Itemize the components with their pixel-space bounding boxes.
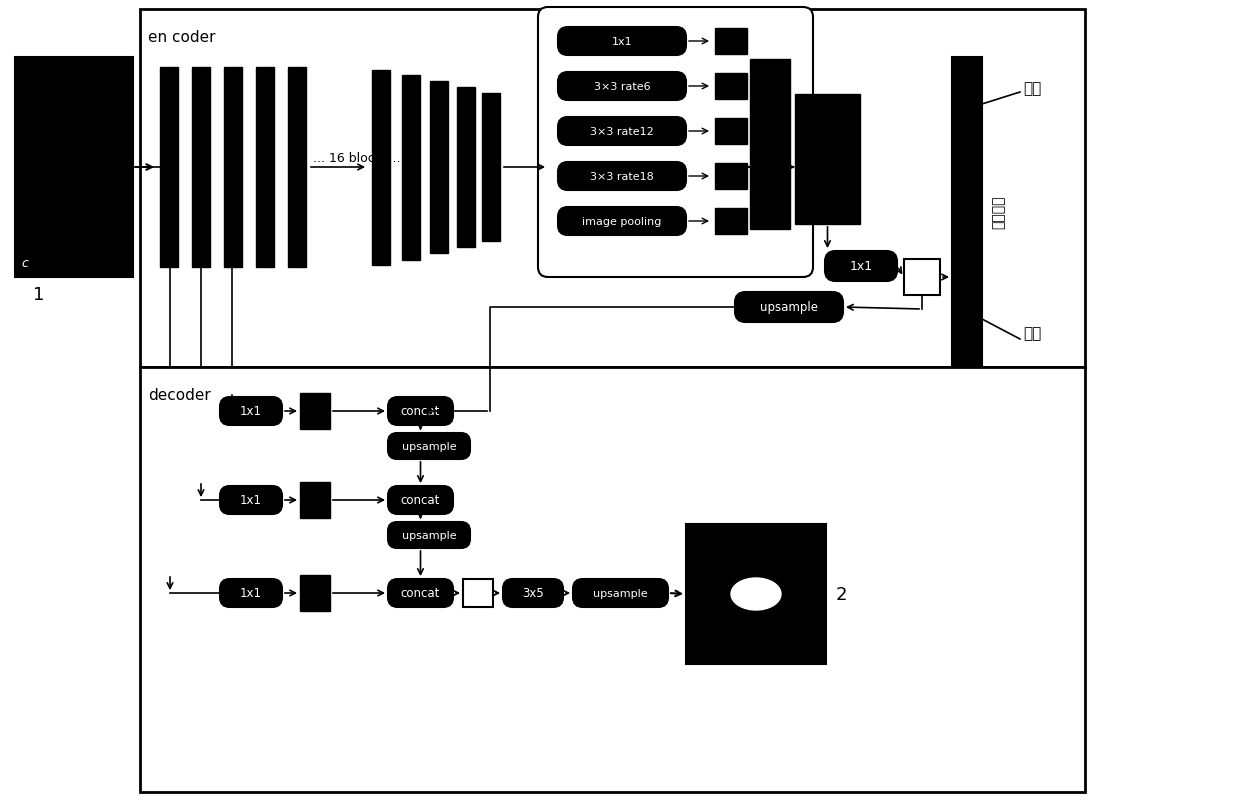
Text: ... 16 blocks ...: ... 16 blocks ... bbox=[313, 152, 404, 164]
FancyBboxPatch shape bbox=[503, 579, 563, 607]
Bar bbox=[430, 82, 449, 253]
Text: 1x1: 1x1 bbox=[612, 37, 632, 47]
Ellipse shape bbox=[731, 578, 781, 610]
Bar bbox=[952, 58, 983, 366]
Bar bbox=[300, 575, 330, 611]
Text: en coder: en coder bbox=[147, 30, 216, 45]
Bar bbox=[715, 74, 747, 100]
FancyBboxPatch shape bbox=[221, 398, 282, 426]
Text: 3×3 rate18: 3×3 rate18 bbox=[590, 172, 654, 182]
Bar bbox=[463, 579, 493, 607]
FancyBboxPatch shape bbox=[388, 486, 453, 514]
Bar bbox=[140, 10, 1085, 367]
Bar bbox=[715, 119, 747, 145]
FancyBboxPatch shape bbox=[572, 579, 668, 607]
FancyBboxPatch shape bbox=[221, 486, 282, 514]
FancyBboxPatch shape bbox=[388, 398, 453, 426]
Text: 正常: 正常 bbox=[1023, 326, 1041, 341]
Text: 1x1: 1x1 bbox=[240, 587, 261, 600]
FancyBboxPatch shape bbox=[221, 579, 282, 607]
Text: 患病: 患病 bbox=[1023, 81, 1041, 96]
Text: upsample: upsample bbox=[401, 441, 456, 452]
Bar bbox=[192, 68, 209, 268]
Text: 1x1: 1x1 bbox=[240, 494, 261, 507]
FancyBboxPatch shape bbox=[388, 433, 470, 460]
Bar bbox=[750, 60, 790, 229]
Text: 1: 1 bbox=[33, 286, 45, 304]
Bar bbox=[401, 75, 420, 260]
Text: 3x5: 3x5 bbox=[522, 587, 544, 600]
Text: upsample: upsample bbox=[593, 588, 648, 598]
Bar bbox=[15, 58, 133, 277]
Bar bbox=[482, 94, 501, 241]
Bar bbox=[300, 482, 330, 518]
FancyBboxPatch shape bbox=[558, 163, 686, 191]
Text: c: c bbox=[21, 257, 27, 269]
Bar bbox=[715, 209, 747, 235]
Text: 1x1: 1x1 bbox=[850, 260, 872, 273]
FancyBboxPatch shape bbox=[558, 73, 686, 101]
Bar bbox=[287, 68, 306, 268]
FancyBboxPatch shape bbox=[388, 522, 470, 549]
Text: 分类结果: 分类结果 bbox=[991, 195, 1005, 229]
FancyBboxPatch shape bbox=[735, 293, 843, 322]
FancyBboxPatch shape bbox=[558, 118, 686, 146]
Text: concat: concat bbox=[400, 494, 440, 507]
Bar bbox=[904, 260, 940, 296]
Bar bbox=[160, 68, 178, 268]
FancyBboxPatch shape bbox=[388, 579, 453, 607]
FancyBboxPatch shape bbox=[558, 28, 686, 56]
Bar bbox=[256, 68, 274, 268]
Text: 3×3 rate12: 3×3 rate12 bbox=[590, 127, 654, 137]
Text: 3×3 rate6: 3×3 rate6 bbox=[593, 82, 650, 92]
Bar bbox=[686, 525, 826, 664]
Text: concat: concat bbox=[400, 587, 440, 600]
Bar bbox=[372, 71, 390, 265]
Text: image pooling: image pooling bbox=[582, 217, 662, 227]
Bar bbox=[715, 29, 747, 55]
FancyBboxPatch shape bbox=[558, 208, 686, 236]
Text: upsample: upsample bbox=[401, 530, 456, 541]
Text: 1x1: 1x1 bbox=[240, 405, 261, 418]
Text: upsample: upsample bbox=[760, 301, 818, 314]
Bar bbox=[140, 367, 1085, 792]
Text: decoder: decoder bbox=[147, 387, 211, 403]
FancyBboxPatch shape bbox=[825, 252, 897, 282]
Text: 2: 2 bbox=[836, 585, 847, 603]
FancyBboxPatch shape bbox=[538, 8, 813, 277]
Bar bbox=[224, 68, 242, 268]
Bar bbox=[715, 164, 747, 190]
Bar bbox=[795, 95, 860, 225]
Text: concat: concat bbox=[400, 405, 440, 418]
Bar bbox=[300, 394, 330, 429]
Bar bbox=[457, 88, 475, 248]
